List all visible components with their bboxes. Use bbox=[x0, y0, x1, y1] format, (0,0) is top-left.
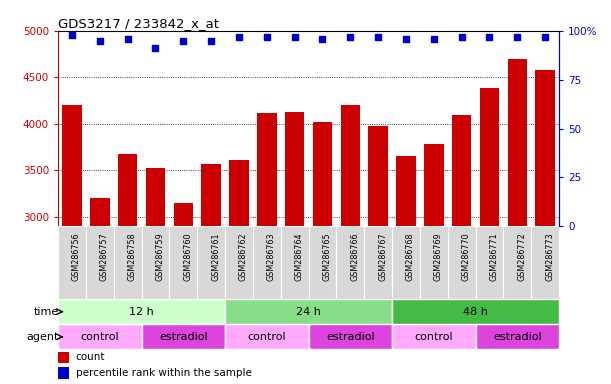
Bar bbox=[535, 70, 555, 384]
Text: estradiol: estradiol bbox=[326, 332, 375, 342]
Text: count: count bbox=[76, 353, 105, 362]
Text: 24 h: 24 h bbox=[296, 307, 321, 317]
Bar bbox=[114, 227, 142, 299]
Bar bbox=[86, 227, 114, 299]
Text: GSM286764: GSM286764 bbox=[295, 232, 304, 281]
Bar bbox=[62, 105, 82, 384]
Text: GSM286768: GSM286768 bbox=[406, 232, 415, 281]
Bar bbox=[503, 227, 531, 299]
Text: GDS3217 / 233842_x_at: GDS3217 / 233842_x_at bbox=[58, 17, 219, 30]
Point bbox=[207, 37, 216, 43]
Bar bbox=[225, 299, 392, 324]
Bar bbox=[197, 227, 225, 299]
Bar bbox=[58, 367, 69, 379]
Bar bbox=[280, 227, 309, 299]
Point bbox=[429, 35, 439, 41]
Text: 48 h: 48 h bbox=[463, 307, 488, 317]
Bar bbox=[309, 227, 337, 299]
Text: GSM286767: GSM286767 bbox=[378, 232, 387, 281]
Bar bbox=[531, 227, 559, 299]
Bar bbox=[392, 227, 420, 299]
Text: agent: agent bbox=[26, 332, 59, 342]
Bar bbox=[142, 227, 169, 299]
Point bbox=[178, 37, 188, 43]
Point bbox=[150, 45, 160, 51]
Point bbox=[234, 33, 244, 40]
Text: GSM286769: GSM286769 bbox=[434, 232, 443, 281]
Text: GSM286761: GSM286761 bbox=[211, 232, 220, 281]
Point bbox=[318, 35, 327, 41]
Bar bbox=[58, 227, 86, 299]
Bar bbox=[309, 324, 392, 349]
Bar bbox=[202, 164, 221, 384]
Text: GSM286766: GSM286766 bbox=[350, 232, 359, 281]
Point bbox=[485, 33, 494, 40]
Text: GSM286763: GSM286763 bbox=[267, 232, 276, 281]
Text: GSM286756: GSM286756 bbox=[72, 232, 81, 281]
Bar bbox=[448, 227, 475, 299]
Bar bbox=[253, 227, 280, 299]
Bar bbox=[452, 114, 472, 384]
Text: GSM286762: GSM286762 bbox=[239, 232, 248, 281]
Bar bbox=[58, 324, 142, 349]
Bar bbox=[475, 324, 559, 349]
Bar bbox=[285, 112, 304, 384]
Bar bbox=[364, 227, 392, 299]
Point bbox=[513, 33, 522, 40]
Text: GSM286760: GSM286760 bbox=[183, 232, 192, 281]
Text: control: control bbox=[81, 332, 119, 342]
Bar bbox=[118, 154, 137, 384]
Point bbox=[457, 33, 467, 40]
Text: GSM286771: GSM286771 bbox=[489, 232, 499, 281]
Point bbox=[95, 37, 104, 43]
Text: GSM286770: GSM286770 bbox=[462, 232, 470, 281]
Point bbox=[67, 31, 77, 38]
Bar bbox=[337, 227, 364, 299]
Bar bbox=[508, 59, 527, 384]
Text: estradiol: estradiol bbox=[159, 332, 208, 342]
Bar bbox=[90, 199, 109, 384]
Bar bbox=[392, 299, 559, 324]
Point bbox=[123, 35, 133, 41]
Text: control: control bbox=[414, 332, 453, 342]
Text: GSM286773: GSM286773 bbox=[545, 232, 554, 281]
Bar bbox=[475, 227, 503, 299]
Text: GSM286759: GSM286759 bbox=[155, 232, 164, 281]
Text: estradiol: estradiol bbox=[493, 332, 541, 342]
Text: control: control bbox=[247, 332, 286, 342]
Bar bbox=[225, 324, 309, 349]
Bar bbox=[396, 156, 415, 384]
Point bbox=[290, 33, 299, 40]
Bar bbox=[420, 227, 448, 299]
Bar bbox=[392, 324, 475, 349]
Bar bbox=[225, 227, 253, 299]
Bar bbox=[424, 144, 444, 384]
Bar bbox=[142, 324, 225, 349]
Bar bbox=[58, 352, 69, 363]
Bar bbox=[58, 299, 225, 324]
Bar bbox=[480, 88, 499, 384]
Bar bbox=[257, 113, 277, 384]
Bar bbox=[340, 105, 360, 384]
Point bbox=[262, 33, 272, 40]
Bar bbox=[229, 160, 249, 384]
Text: time: time bbox=[34, 307, 59, 317]
Text: GSM286765: GSM286765 bbox=[323, 232, 332, 281]
Text: GSM286772: GSM286772 bbox=[518, 232, 526, 281]
Bar bbox=[169, 227, 197, 299]
Point bbox=[345, 33, 355, 40]
Bar bbox=[368, 126, 388, 384]
Point bbox=[373, 33, 383, 40]
Text: percentile rank within the sample: percentile rank within the sample bbox=[76, 368, 252, 378]
Bar bbox=[146, 168, 165, 384]
Text: 12 h: 12 h bbox=[129, 307, 154, 317]
Bar bbox=[174, 203, 193, 384]
Point bbox=[401, 35, 411, 41]
Point bbox=[540, 33, 550, 40]
Text: GSM286758: GSM286758 bbox=[128, 232, 137, 281]
Text: GSM286757: GSM286757 bbox=[100, 232, 109, 281]
Bar bbox=[313, 122, 332, 384]
